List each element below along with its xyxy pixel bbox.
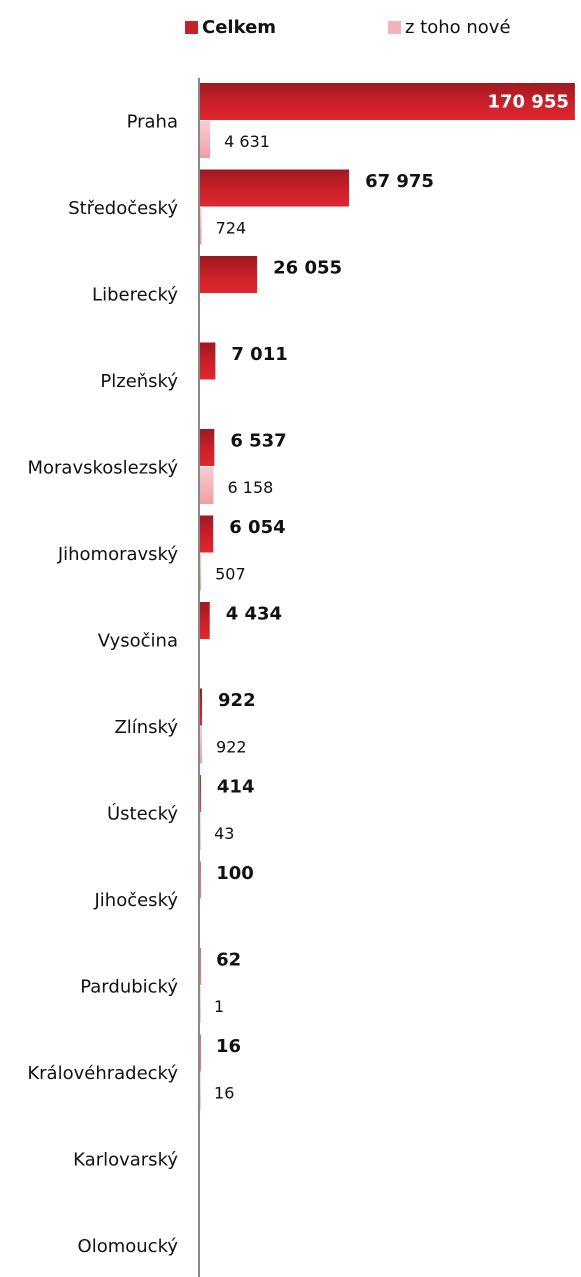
bar (200, 948, 201, 985)
category-label: Jihomoravský (57, 544, 179, 565)
value-label: 7 011 (231, 344, 287, 365)
bar (200, 207, 202, 245)
legend-swatch (185, 21, 198, 34)
category-label: Moravskoslezský (27, 457, 178, 478)
category-label: Vysočina (98, 630, 178, 651)
value-label: 4 434 (226, 604, 282, 625)
value-label: 922 (218, 690, 256, 711)
bar (200, 602, 210, 639)
value-label: 1 (214, 997, 224, 1016)
legend-label: Celkem (202, 17, 276, 38)
bar (200, 1072, 201, 1110)
category-label: Středočeský (68, 198, 178, 219)
value-label: 16 (214, 1084, 234, 1103)
bar (200, 121, 211, 158)
value-label: 100 (216, 863, 254, 884)
value-label: 4 631 (224, 132, 270, 151)
plot: Praha 170 955 4 631 Středočeský 67 975 724 Lib… (27, 83, 575, 1257)
value-label: 170 955 (487, 92, 568, 113)
category-label: Ústecký (107, 802, 178, 824)
bar (200, 515, 214, 553)
value-label: 43 (214, 824, 234, 843)
bar (200, 861, 201, 899)
value-label: 6 158 (228, 478, 274, 497)
bar (200, 169, 350, 207)
value-label: 414 (217, 777, 255, 798)
category-label: Jihočeský (93, 890, 178, 911)
bar (200, 688, 203, 726)
legend-label: z toho nové (405, 17, 511, 38)
value-label: 507 (215, 565, 246, 584)
value-label: 724 (216, 219, 247, 238)
bar (200, 813, 201, 850)
bar (200, 726, 203, 764)
value-label: 67 975 (365, 171, 434, 192)
bar (200, 429, 215, 466)
bar (200, 467, 214, 504)
category-label: Liberecký (92, 284, 178, 305)
value-label: 16 (216, 1036, 241, 1057)
value-label: 922 (216, 738, 247, 757)
bar (200, 83, 575, 120)
value-label: 6 054 (229, 517, 285, 538)
legend: Celkem z toho nové (185, 17, 511, 38)
value-label: 62 (216, 950, 241, 971)
legend-swatch (388, 21, 401, 34)
bar (200, 256, 258, 293)
category-label: Praha (127, 111, 178, 132)
value-label: 6 537 (230, 431, 286, 452)
category-label: Pardubický (80, 976, 178, 997)
category-label: Plzeňský (100, 371, 178, 392)
bar (200, 342, 216, 380)
bar (200, 1034, 201, 1072)
value-label: 26 055 (273, 258, 342, 279)
bar (200, 553, 202, 591)
bar (200, 986, 201, 1023)
category-label: Karlovarský (73, 1149, 178, 1170)
category-label: Zlínský (114, 717, 178, 738)
category-label: Královéhradecký (27, 1063, 178, 1084)
bar (200, 775, 201, 812)
category-label: Olomoucký (78, 1236, 179, 1257)
